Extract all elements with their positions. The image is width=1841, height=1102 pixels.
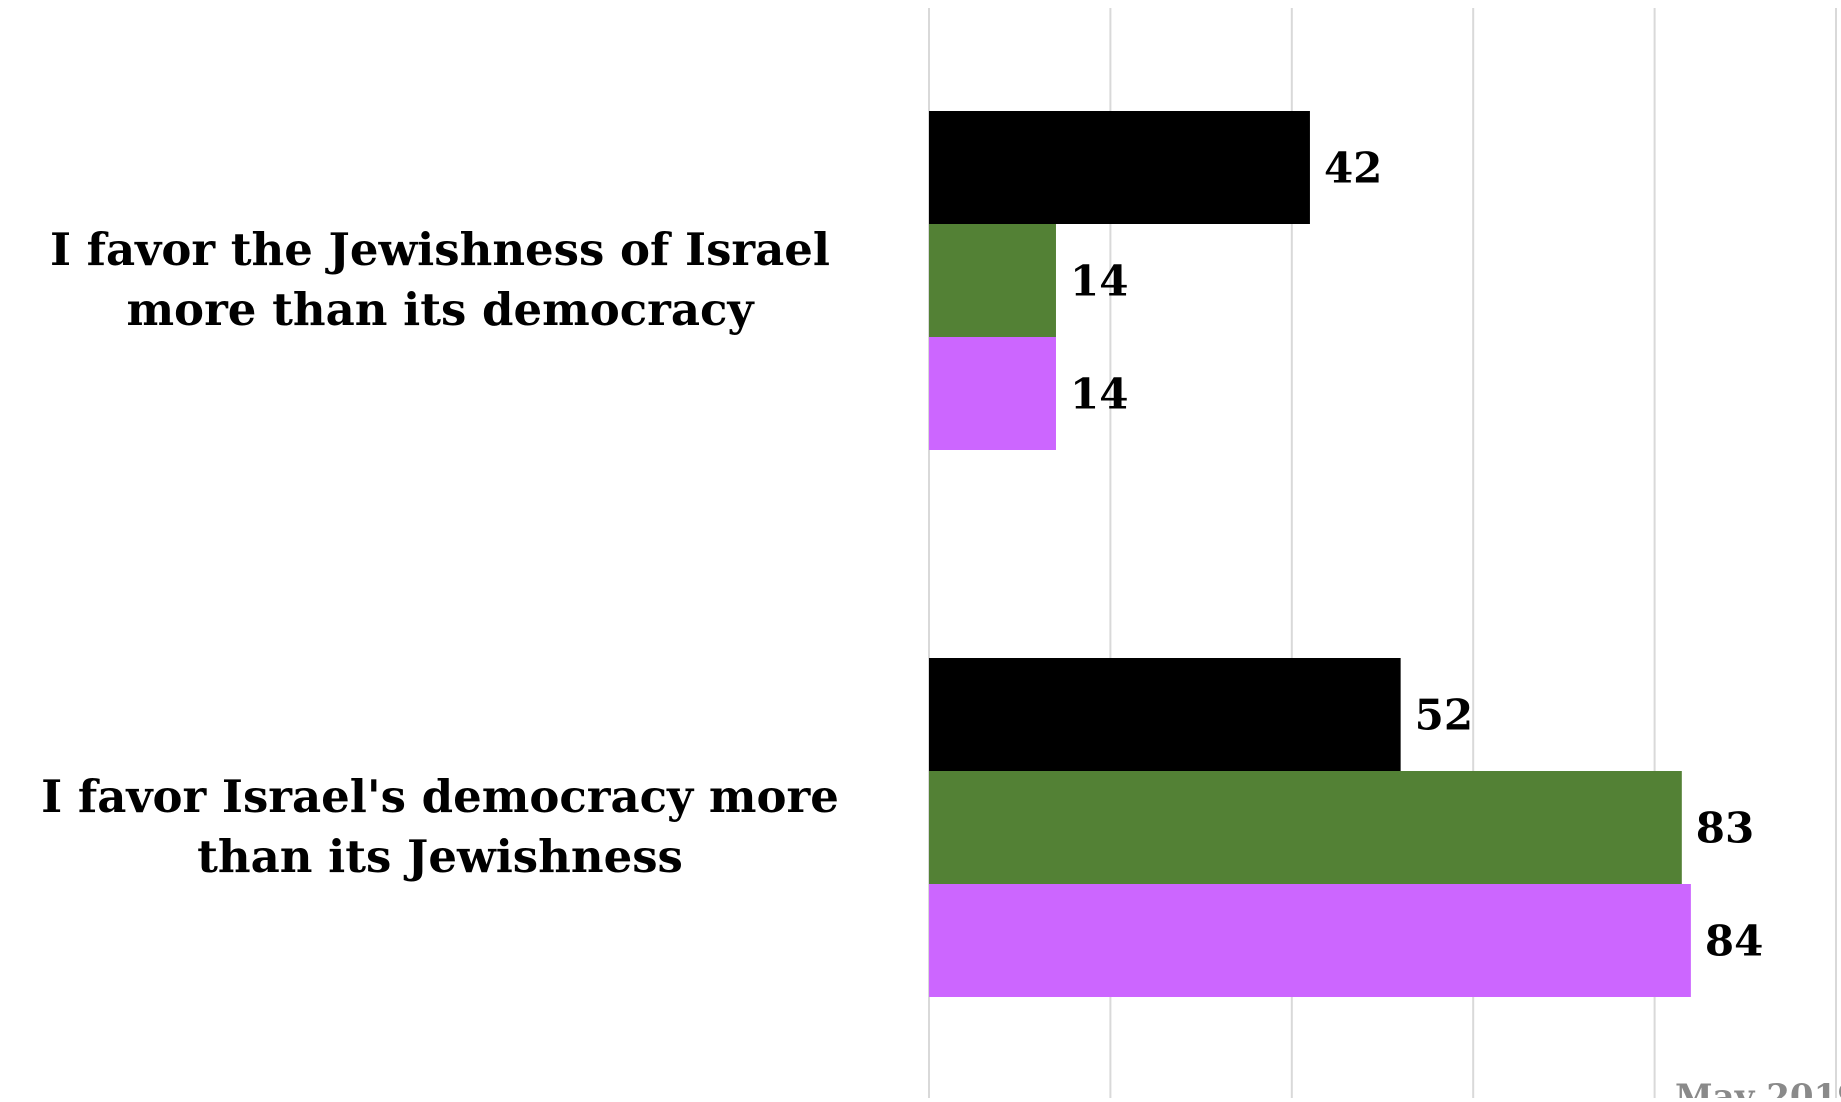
category-label: I favor the Jewishness of Israel xyxy=(50,223,830,276)
bar xyxy=(929,884,1691,997)
bar xyxy=(929,111,1310,224)
value-label: 14 xyxy=(1070,257,1128,306)
bar xyxy=(929,771,1682,884)
value-labels: 42 52 14 83 14 84 xyxy=(1070,144,1763,966)
category-label: I favor Israel's democracy more xyxy=(41,770,839,823)
value-label: 14 xyxy=(1070,370,1128,419)
value-label: 83 xyxy=(1696,804,1754,853)
source-note: May 2019 xyxy=(1675,1077,1841,1098)
bar xyxy=(929,658,1401,771)
category-labels: I favor the Jewishness of Israel more tha… xyxy=(41,223,839,883)
category-label: more than its democracy xyxy=(126,283,755,336)
value-label: 84 xyxy=(1705,917,1763,966)
value-label: 42 xyxy=(1324,144,1382,193)
bar xyxy=(929,337,1056,450)
category-label: than its Jewishness xyxy=(197,830,683,883)
value-label: 52 xyxy=(1415,691,1473,740)
bar xyxy=(929,224,1056,337)
bars xyxy=(929,111,1691,997)
